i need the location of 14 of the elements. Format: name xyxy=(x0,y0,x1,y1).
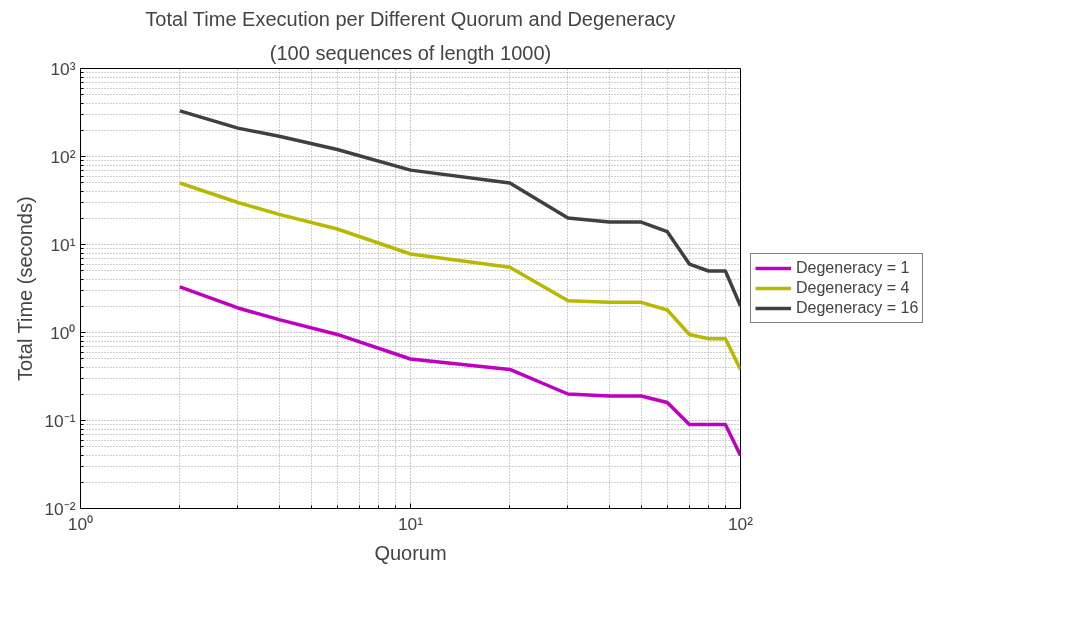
x-tick-label: 10¹ xyxy=(397,513,424,534)
chart-title: Total Time Execution per Different Quorum and Degeneracy xyxy=(145,7,676,30)
y-tick-label: 10³ xyxy=(50,58,76,79)
y-tick-label: 10⁰ xyxy=(50,322,76,343)
y-tick-label: 10⁻¹ xyxy=(44,410,76,431)
x-tick-label: 10² xyxy=(727,513,754,534)
y-tick-label: 10² xyxy=(50,146,76,167)
y-tick-label: 10¹ xyxy=(50,234,76,255)
legend-label: Degeneracy = 16 xyxy=(796,299,919,317)
chart-subtitle: (100 sequences of length 1000) xyxy=(269,41,552,64)
legend-label: Degeneracy = 4 xyxy=(796,279,910,297)
x-axis-title: Quorum xyxy=(374,541,447,564)
legend-label: Degeneracy = 1 xyxy=(796,259,910,277)
y-axis-title: Total Time (seconds) xyxy=(14,196,37,381)
